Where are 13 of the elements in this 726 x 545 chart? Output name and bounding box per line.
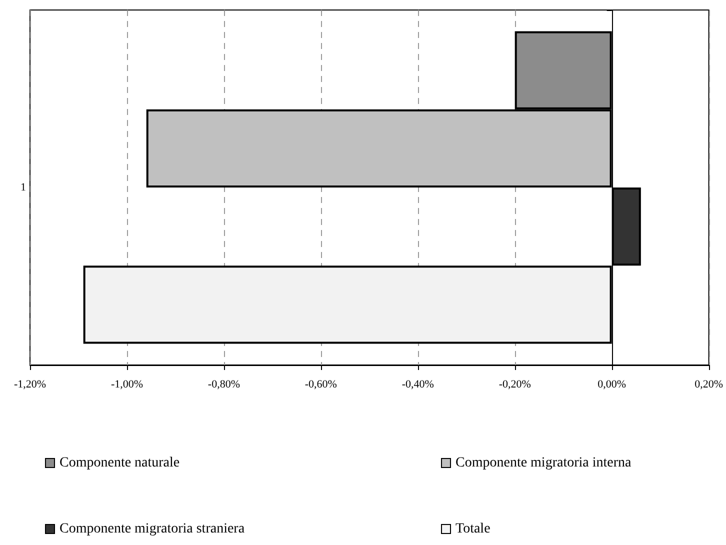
x-tick-label: -0,40%	[402, 378, 434, 390]
x-tick-label: 0,20%	[694, 378, 724, 390]
legend-label: Componente migratoria interna	[456, 456, 632, 470]
x-tick-label: -0,80%	[208, 378, 240, 390]
x-tick-label: -1,00%	[110, 378, 144, 390]
y-tick-label: 1	[20, 182, 26, 194]
x-tick-label: -1,20%	[14, 378, 46, 390]
legend-label: Totale	[456, 522, 490, 536]
legend-label: Componente naturale	[60, 456, 180, 470]
x-tick-label: 0,00%	[598, 378, 626, 390]
x-tick-label: -0,20%	[498, 378, 531, 390]
legend-label: Componente migratoria straniera	[60, 522, 246, 536]
x-tick-label: -0,60%	[304, 378, 337, 390]
